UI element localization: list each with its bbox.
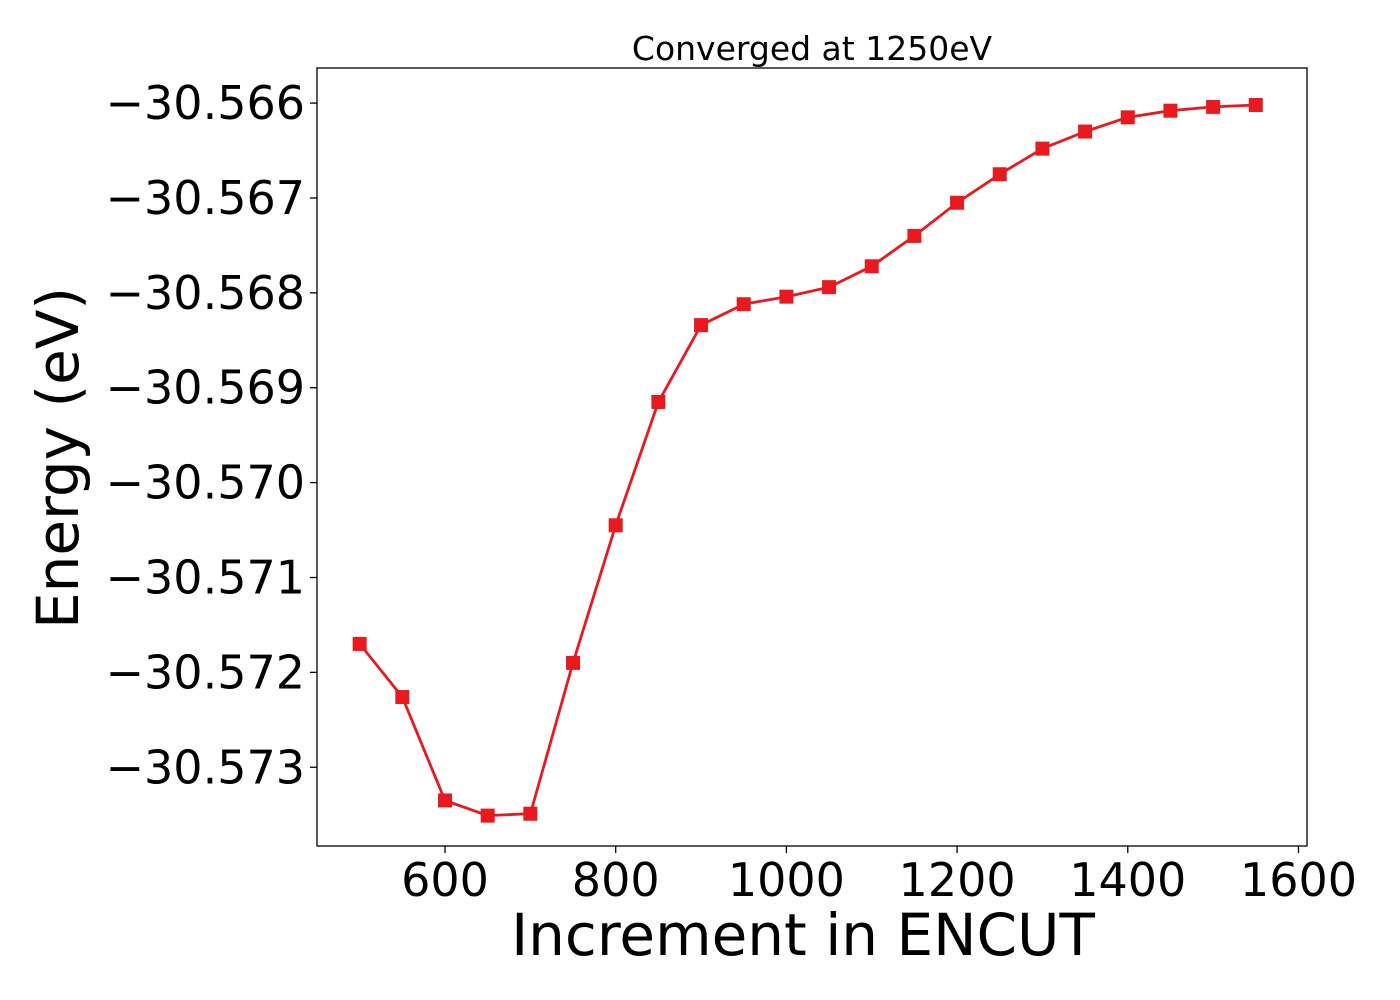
data-point: [822, 280, 837, 295]
x-tick-label: 800: [572, 853, 660, 907]
x-tick-label: 1200: [899, 853, 1016, 907]
chart-title: Converged at 1250eV: [632, 29, 993, 68]
y-tick-label: −30.567: [106, 171, 306, 225]
y-tick-label: −30.570: [106, 456, 306, 510]
data-point: [950, 195, 965, 210]
y-tick-label: −30.566: [106, 76, 306, 130]
data-point: [1206, 99, 1221, 114]
data-point: [907, 228, 922, 243]
x-tick-label: 1400: [1069, 853, 1186, 907]
data-point: [779, 289, 794, 304]
data-point: [352, 636, 367, 651]
data-point: [694, 318, 709, 333]
data-point: [1163, 103, 1178, 118]
y-tick-label: −30.568: [106, 266, 306, 320]
data-point: [1035, 141, 1050, 156]
series-markers: [352, 98, 1263, 823]
data-point: [480, 808, 495, 823]
data-point: [608, 518, 623, 533]
data-point: [1120, 110, 1135, 125]
x-tick-label: 600: [401, 853, 489, 907]
y-tick-label: −30.571: [106, 550, 306, 604]
data-point: [992, 167, 1007, 182]
y-axis-label: Energy (eV): [24, 287, 92, 629]
plot-area: [316, 67, 1308, 847]
series-line: [358, 103, 1256, 818]
x-axis: 600 800 1000 1200 1400 1600: [401, 846, 1357, 907]
y-tick-label: −30.572: [106, 645, 306, 699]
data-point: [1248, 98, 1263, 113]
x-tick-label: 1600: [1240, 853, 1357, 907]
y-tick-label: −30.569: [106, 361, 306, 415]
data-point: [651, 394, 666, 409]
data-point: [864, 259, 879, 274]
y-tick-label: −30.573: [106, 740, 306, 794]
data-point: [566, 655, 581, 670]
x-axis-label: Increment in ENCUT: [511, 901, 1095, 969]
data-point: [523, 806, 538, 821]
y-axis: −30.566 −30.567 −30.568 −30.569 −30.570 −30.5…: [106, 76, 317, 794]
data-point: [1078, 124, 1093, 139]
data-point: [736, 297, 751, 312]
data-point: [438, 793, 453, 808]
x-tick-label: 1000: [728, 853, 845, 907]
data-point: [395, 690, 410, 705]
